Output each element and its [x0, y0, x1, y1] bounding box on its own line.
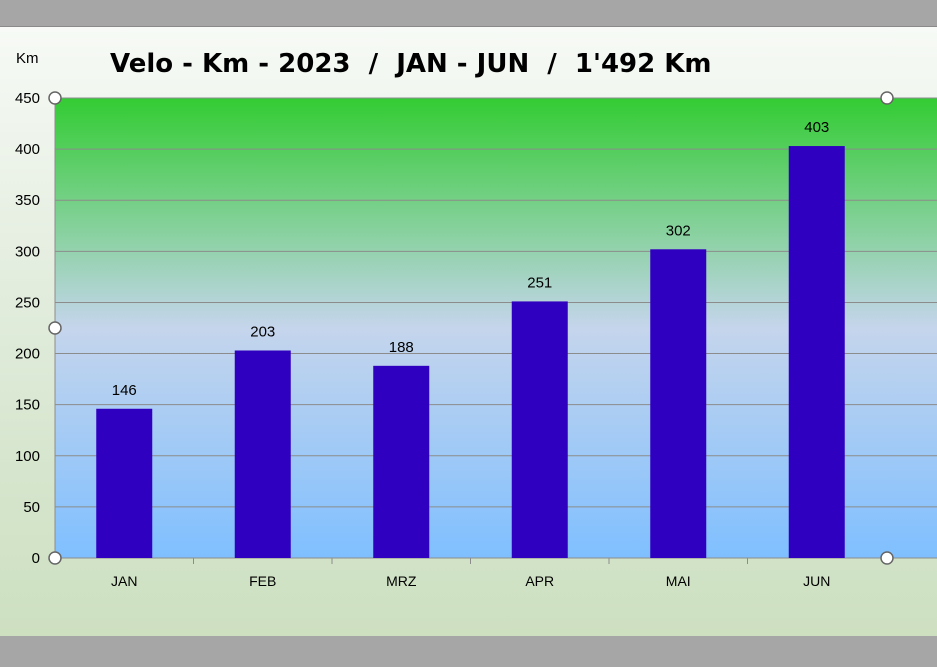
bar-apr	[511, 301, 568, 558]
labels: 0 50 100 150 200 250 300 350 400 450 146 JAN 203 FEB 1…	[15, 90, 830, 589]
resize-handle[interactable]	[48, 321, 62, 335]
x-tick-label: MRZ	[386, 573, 417, 589]
bar-mai	[650, 249, 707, 559]
data-label: 203	[250, 323, 275, 340]
y-tick-label: 450	[15, 90, 40, 107]
bar-jan	[96, 408, 153, 558]
resize-handle[interactable]	[880, 551, 894, 565]
chart-area[interactable]: Km Velo - Km - 2023 / JAN - JUN / 1'492 …	[0, 26, 937, 637]
data-label: 188	[389, 339, 414, 356]
chart-canvas: Km Velo - Km - 2023 / JAN - JUN / 1'492 …	[15, 49, 937, 589]
data-label: 403	[804, 119, 829, 136]
bar-series	[96, 146, 845, 559]
bar-mrz	[373, 365, 430, 558]
x-tick-label: APR	[525, 573, 554, 589]
window-top-bar	[0, 0, 937, 26]
y-tick-label: 250	[15, 294, 40, 311]
y-tick-label: 400	[15, 141, 40, 158]
y-tick-label: 300	[15, 243, 40, 260]
resize-handle[interactable]	[48, 551, 62, 565]
y-tick-label: 150	[15, 397, 40, 414]
data-label: 146	[112, 382, 137, 399]
resize-handle[interactable]	[48, 91, 62, 105]
bar-jun	[788, 146, 845, 558]
y-tick-label: 100	[15, 448, 40, 465]
x-tick-label: MAI	[666, 573, 691, 589]
y-tick-label: 350	[15, 192, 40, 209]
data-label: 302	[666, 222, 691, 239]
y-tick-label: 200	[15, 346, 40, 363]
chart-title: Velo - Km - 2023 / JAN - JUN / 1'492 Km	[110, 49, 712, 79]
data-label: 251	[527, 274, 552, 291]
x-tick-label: JAN	[111, 573, 137, 589]
resize-handle[interactable]	[880, 91, 894, 105]
y-tick-label: 0	[32, 550, 40, 567]
y-axis-unit-label: Km	[16, 50, 39, 67]
selection-handles[interactable]	[48, 91, 894, 565]
x-tick-label: FEB	[249, 573, 276, 589]
x-tick-label: JUN	[803, 573, 830, 589]
y-tick-label: 50	[23, 499, 40, 516]
bar-feb	[234, 350, 291, 558]
window-bottom-bar	[0, 636, 937, 667]
